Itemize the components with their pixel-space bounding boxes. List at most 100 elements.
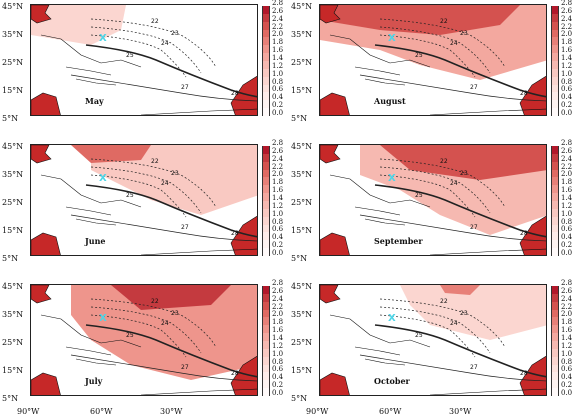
contour-value-label: 27	[181, 364, 189, 371]
coastline	[364, 78, 406, 86]
colorbar-segment	[262, 13, 270, 23]
colorbar-tick-label: 0.6	[561, 365, 573, 374]
colorbar-tick-label: 1.6	[272, 186, 284, 195]
month-label: May	[85, 96, 104, 106]
colorbar-tick-label: 1.2	[272, 61, 284, 70]
colorbar-segment	[551, 216, 559, 226]
colorbar-segment	[262, 185, 270, 194]
colorbar-tick-label: 1.4	[561, 194, 573, 202]
colorbar-segment	[551, 301, 559, 311]
location-marker: X	[99, 173, 107, 184]
contour-line-dashed	[90, 26, 202, 74]
colorbar-segment	[551, 76, 559, 86]
colorbar-segment	[262, 317, 270, 326]
longitude-label: 60°W	[379, 407, 402, 416]
colorbar-tick-label: 2.6	[561, 286, 573, 295]
latitude-label: 25°N	[2, 198, 24, 207]
colorbar-segment	[262, 216, 270, 226]
sst-change-shading	[91, 145, 257, 215]
land-mass	[31, 145, 52, 164]
colorbar-tick-label: 2.8	[272, 279, 284, 287]
colorbar-segment	[262, 333, 270, 342]
colorbar-tick-label: 1.4	[272, 194, 284, 202]
colorbar-tick-label: 0.0	[561, 249, 573, 257]
latitude-label: 45°N	[2, 2, 24, 11]
colorbar-tick-label: 1.4	[561, 54, 573, 62]
colorbar-segment	[262, 201, 270, 210]
colorbar-tick-label: 0.2	[272, 381, 284, 390]
month-label: September	[374, 236, 423, 246]
contour-line-dashed	[379, 34, 476, 78]
contour-line-dashed	[90, 306, 202, 354]
colorbar-tick-label: 1.6	[561, 326, 573, 335]
contour-value-label: 25	[415, 192, 423, 199]
contour-line-bold	[85, 184, 257, 238]
contour-line-dashed	[90, 158, 217, 208]
contour-value-label: 27	[181, 84, 189, 91]
colorbar-segment	[262, 161, 270, 171]
colorbar-tick-label: 1.0	[561, 349, 573, 358]
colorbar-tick-label: 0.2	[561, 381, 573, 390]
contour-line-dashed	[379, 158, 506, 208]
colorbar-tick-label: 0.0	[272, 109, 284, 117]
contour-value-label: 25	[126, 192, 134, 199]
colorbar-segment	[551, 13, 559, 23]
contour-line-solid	[359, 214, 546, 242]
colorbar-segment	[262, 341, 270, 350]
contour-value-label: 24	[450, 180, 458, 187]
contour-value-label: 23	[171, 170, 179, 177]
contour-value-label: 28	[231, 230, 239, 237]
land-mass	[519, 215, 546, 255]
land-mass	[320, 372, 350, 395]
colorbar-tick-label: 0.6	[561, 225, 573, 234]
colorbar-segment	[551, 177, 559, 186]
land-mass	[230, 75, 257, 115]
colorbar-tick-label: 0.6	[561, 85, 573, 94]
colorbar-segment	[551, 232, 559, 241]
latitude-label: 35°N	[291, 310, 313, 319]
latitude-label: 25°N	[291, 58, 313, 67]
colorbar-tick-label: 1.2	[561, 341, 573, 350]
sst-change-shading	[71, 145, 151, 163]
colorbar-segment	[262, 208, 270, 218]
colorbar-tick-label: 1.0	[272, 209, 284, 218]
contour-value-label: 27	[470, 364, 478, 371]
contour-value-label: 28	[520, 230, 528, 237]
colorbar-tick-label: 1.6	[561, 46, 573, 55]
colorbar-segment	[262, 364, 270, 373]
latitude-label: 45°N	[2, 282, 24, 291]
map-frame: 22 23 24 25 27 28 X	[319, 144, 547, 256]
contour-value-label: 23	[460, 170, 468, 177]
land-mass	[31, 92, 61, 115]
colorbar-segment	[551, 286, 559, 295]
colorbar-tick-label: 1.8	[561, 178, 573, 187]
latitude-label: 25°N	[2, 58, 24, 67]
map-frame: 22 23 24 25 27 28 X	[30, 284, 258, 396]
colorbar-segment	[262, 348, 270, 358]
map-frame: 22 23 24 25 27 28 X	[319, 284, 547, 396]
colorbar-tick-label: 1.0	[272, 349, 284, 358]
colorbar-segment	[262, 21, 270, 31]
coastline	[329, 34, 431, 68]
coastline	[429, 108, 546, 115]
colorbar-segment	[262, 100, 270, 109]
colorbar	[262, 6, 270, 117]
colorbar-tick-label: 2.6	[561, 6, 573, 15]
contour-line-bold	[85, 324, 257, 378]
colorbar-segment	[551, 240, 559, 249]
colorbar-tick-label: 2.2	[561, 22, 573, 31]
latitude-label: 35°N	[2, 170, 24, 179]
coastline	[65, 66, 112, 76]
contour-value-label: 24	[161, 320, 169, 327]
colorbar-segment	[551, 372, 559, 381]
colorbar-tick-label: 2.2	[561, 162, 573, 171]
colorbar-tick-label: 0.4	[272, 373, 284, 382]
colorbar	[551, 146, 559, 257]
colorbar-tick-label: 0.6	[272, 225, 284, 234]
colorbar-tick-label: 2.2	[561, 302, 573, 311]
colorbar-tick-label: 1.0	[561, 209, 573, 218]
colorbar-tick-label: 1.4	[561, 334, 573, 342]
colorbar-segment	[551, 161, 559, 171]
coastline	[65, 206, 112, 216]
colorbar-segment	[262, 356, 270, 366]
